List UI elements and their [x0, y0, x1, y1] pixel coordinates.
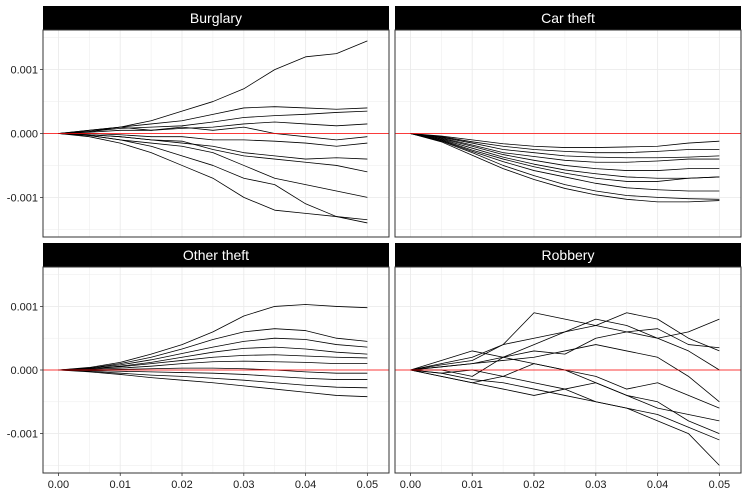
- x-tick-label: 0.04: [295, 479, 316, 491]
- panel-title: Other theft: [183, 247, 249, 263]
- panel-strip: [43, 243, 389, 267]
- panel-strip: [395, 243, 741, 267]
- series-line-2: [410, 312, 720, 371]
- series-line-7: [410, 133, 720, 182]
- series-line-3: [58, 337, 368, 371]
- x-tick-label: 0.01: [462, 479, 483, 491]
- series-line-10: [58, 369, 368, 398]
- y-tick-label: 0.000: [10, 129, 38, 141]
- x-tick-label: 0.04: [647, 479, 668, 491]
- series-line-4: [410, 312, 720, 371]
- panel-strip: [43, 6, 389, 30]
- panel-car-theft: Car theft: [394, 6, 742, 238]
- y-tick-label: 0.000: [10, 365, 38, 377]
- x-tick-label: 0.00: [48, 479, 69, 491]
- x-tick-label: 0.01: [110, 479, 131, 491]
- series-line-5: [58, 126, 368, 141]
- x-tick-label: 0.03: [233, 479, 254, 491]
- series-line-5: [58, 354, 368, 371]
- x-tick-label: 0.02: [523, 479, 544, 491]
- series-line-2: [410, 133, 720, 154]
- series-line-5: [410, 133, 720, 171]
- panel-title: Robbery: [542, 247, 595, 263]
- series-line-4: [410, 133, 720, 163]
- series-line-11: [58, 133, 368, 221]
- series-line-4: [58, 121, 368, 134]
- y-tick-label: -0.001: [7, 192, 38, 204]
- series-line-5: [410, 344, 720, 403]
- series-line-1: [58, 304, 368, 371]
- series-line-9: [58, 369, 368, 389]
- x-tick-label: 0.05: [709, 479, 730, 491]
- panel-title: Burglary: [190, 10, 242, 26]
- series-line-4: [58, 346, 368, 371]
- series-line-2: [58, 328, 368, 371]
- x-tick-label: 0.05: [357, 479, 378, 491]
- x-tick-label: 0.00: [400, 479, 421, 491]
- panel-strip: [395, 6, 741, 30]
- series-line-8: [58, 133, 368, 173]
- series-line-1: [410, 133, 720, 148]
- panel-other-theft: Other theft -0.001 0.000 0.001 0.00 0.01 0.02 0…: [7, 243, 390, 491]
- series-line-10: [58, 133, 368, 224]
- x-tick-label: 0.02: [171, 479, 192, 491]
- panel-border: [394, 29, 742, 238]
- series-line-9: [410, 133, 720, 200]
- series-line-6: [58, 133, 368, 147]
- panel-title: Car theft: [541, 10, 595, 26]
- series-line-3: [58, 110, 368, 134]
- series-line-7: [58, 367, 368, 374]
- series-line-10: [410, 369, 720, 466]
- series-line-8: [410, 133, 720, 192]
- series-line-2: [58, 106, 368, 134]
- y-tick-label: -0.001: [7, 429, 38, 441]
- x-tick-label: 0.03: [585, 479, 606, 491]
- panel-border: [394, 266, 742, 474]
- y-tick-label: 0.001: [10, 65, 38, 77]
- y-tick-label: 0.001: [10, 301, 38, 313]
- series-line-6: [410, 133, 720, 179]
- series-line-3: [410, 133, 720, 159]
- series-line-6: [58, 360, 368, 371]
- series-line-9: [410, 369, 720, 441]
- panel-burglary: Burglary -0.001 0.000 0.001: [7, 6, 390, 238]
- series-line-10: [410, 133, 720, 203]
- series-line-8: [58, 369, 368, 380]
- panel-robbery: Robbery 0.00 0.01 0.02 0.03 0.04 0.05: [394, 243, 742, 491]
